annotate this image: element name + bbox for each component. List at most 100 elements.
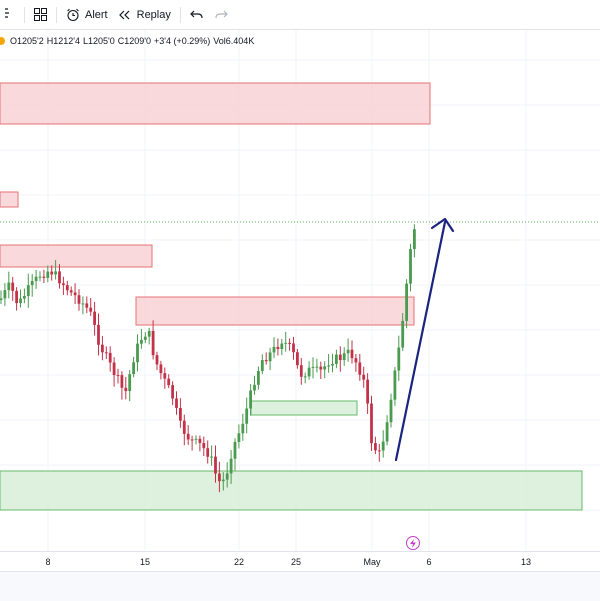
x-tick-label: May xyxy=(363,557,381,567)
x-tick-label: 22 xyxy=(233,557,245,567)
candle-body xyxy=(167,378,171,386)
candle-body xyxy=(77,295,81,304)
candle-body xyxy=(249,390,252,409)
candle-body xyxy=(315,366,319,368)
candle-body xyxy=(299,365,303,377)
candle-body xyxy=(389,399,393,423)
candle-body xyxy=(182,420,186,434)
candle-body xyxy=(370,403,373,444)
candle-body xyxy=(413,229,416,250)
supply-zone xyxy=(0,82,431,125)
alert-label: Alert xyxy=(85,8,108,21)
candle-body xyxy=(346,349,350,354)
price-chart[interactable] xyxy=(0,0,600,551)
legend-close: C1209'0 xyxy=(117,36,152,46)
ohlc-legend: O1205'2 H1212'4 L1205'0 C1209'0 +3'4 (+0… xyxy=(0,34,257,48)
candle-body xyxy=(397,347,401,371)
indicators-button[interactable] xyxy=(0,4,20,26)
candle-body xyxy=(15,290,18,304)
candle-body xyxy=(62,283,65,286)
candle-body xyxy=(3,290,7,299)
candle-body xyxy=(58,271,61,284)
candle-body xyxy=(374,443,377,451)
candle-body xyxy=(366,379,369,404)
top-toolbar: Alert Replay xyxy=(0,0,600,30)
candle-body xyxy=(155,355,159,365)
candle-body xyxy=(225,473,229,480)
candle-body xyxy=(233,441,237,459)
legend-change: +3'4 (+0.29%) xyxy=(154,36,211,46)
candle-body xyxy=(331,363,334,366)
replay-button[interactable]: Replay xyxy=(113,4,176,26)
x-tick-label: 13 xyxy=(520,557,532,567)
candle-body xyxy=(253,384,256,391)
candle-body xyxy=(175,398,178,408)
candle-body xyxy=(69,290,73,293)
candle-body xyxy=(218,473,221,482)
candle-body xyxy=(89,307,93,312)
toolbar-divider xyxy=(179,6,181,23)
candle-body xyxy=(245,408,249,424)
candle-body xyxy=(276,346,280,349)
replay-label: Replay xyxy=(136,8,171,21)
legend-low: L1205'0 xyxy=(83,36,115,46)
candle-body xyxy=(101,344,104,353)
candle-body xyxy=(350,349,354,359)
candle-body xyxy=(30,280,34,286)
candle-body xyxy=(112,362,116,376)
x-tick-label: 8 xyxy=(45,557,51,567)
candle-body xyxy=(319,366,323,370)
candle-body xyxy=(159,364,163,374)
supply-zone xyxy=(135,296,415,326)
redo-button[interactable] xyxy=(209,4,233,26)
candle-body xyxy=(241,423,245,434)
candle-body xyxy=(42,276,46,278)
candle-body xyxy=(206,448,210,457)
candle-body xyxy=(116,375,120,377)
candle-body xyxy=(179,407,182,421)
layout-button[interactable] xyxy=(29,4,52,26)
candle-body xyxy=(272,346,276,353)
candle-body xyxy=(23,296,26,299)
candle-body xyxy=(362,374,366,380)
candle-body xyxy=(73,292,77,296)
candle-body xyxy=(393,370,397,400)
candle-body xyxy=(85,303,89,308)
candle-body xyxy=(323,366,327,370)
candle-body xyxy=(190,439,194,441)
x-tick-label: 25 xyxy=(290,557,302,567)
x-tick-label: 15 xyxy=(139,557,151,567)
candle-body xyxy=(377,450,381,452)
candle-body xyxy=(284,342,288,344)
candle-body xyxy=(143,336,147,340)
candle-body xyxy=(104,352,108,354)
candle-body xyxy=(401,320,405,348)
candle-body xyxy=(38,276,42,278)
candle-body xyxy=(307,367,311,377)
candle-body xyxy=(296,352,299,366)
x-tick-label: 6 xyxy=(426,557,432,567)
demand-zone xyxy=(0,470,583,511)
candle-body xyxy=(381,441,385,451)
candle-body xyxy=(264,360,268,362)
grid-icon xyxy=(34,8,47,21)
undo-button[interactable] xyxy=(185,4,209,26)
candle-body xyxy=(186,433,190,440)
candle-body xyxy=(229,458,233,474)
candle-body xyxy=(97,324,100,345)
candle-body xyxy=(303,376,307,378)
lightning-icon[interactable] xyxy=(406,536,420,550)
redo-icon xyxy=(214,9,228,21)
candle-body xyxy=(132,362,135,375)
candle-body xyxy=(108,352,112,363)
candle-body xyxy=(311,366,315,368)
candle-body xyxy=(198,438,202,443)
time-axis[interactable]: 8 15 22 25 May 6 13 xyxy=(0,551,600,572)
candle-body xyxy=(171,385,174,399)
candle-body xyxy=(50,271,54,275)
candle-body xyxy=(385,422,389,442)
candle-body xyxy=(93,311,96,325)
candle-body xyxy=(292,343,295,353)
alert-button[interactable]: Alert xyxy=(61,4,113,26)
candle-body xyxy=(335,354,338,364)
